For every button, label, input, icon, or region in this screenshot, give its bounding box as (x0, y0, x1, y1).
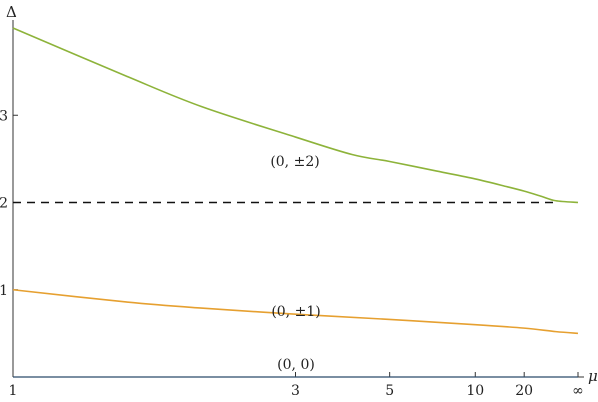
y-tick-label: 2 (0, 196, 8, 212)
x-tick-label: 3 (291, 383, 300, 399)
series-line (12, 27, 579, 204)
series-label: (0, ±2) (270, 154, 319, 170)
x-tick-label: 1 (9, 383, 18, 399)
series-label: (0, 0) (277, 357, 315, 373)
ticks: 1 3 5 10 20 ∞ 1 2 3 (0, 108, 584, 399)
y-axis-label: Δ (6, 3, 17, 21)
series-label: (0, ±1) (271, 304, 320, 320)
x-tick-label: 10 (466, 383, 484, 399)
curve-labels: (0, ±2) (0, ±1) (0, 0) (270, 154, 320, 373)
y-tick-label: 3 (0, 108, 8, 124)
x-axis-label: μ (588, 367, 598, 385)
axes (12, 20, 584, 378)
y-tick-label: 1 (0, 283, 8, 299)
x-tick-label: ∞ (572, 383, 584, 399)
x-tick-label: 5 (385, 383, 394, 399)
series-group (12, 27, 579, 378)
series-line (12, 288, 579, 335)
x-tick-label: 20 (515, 383, 533, 399)
